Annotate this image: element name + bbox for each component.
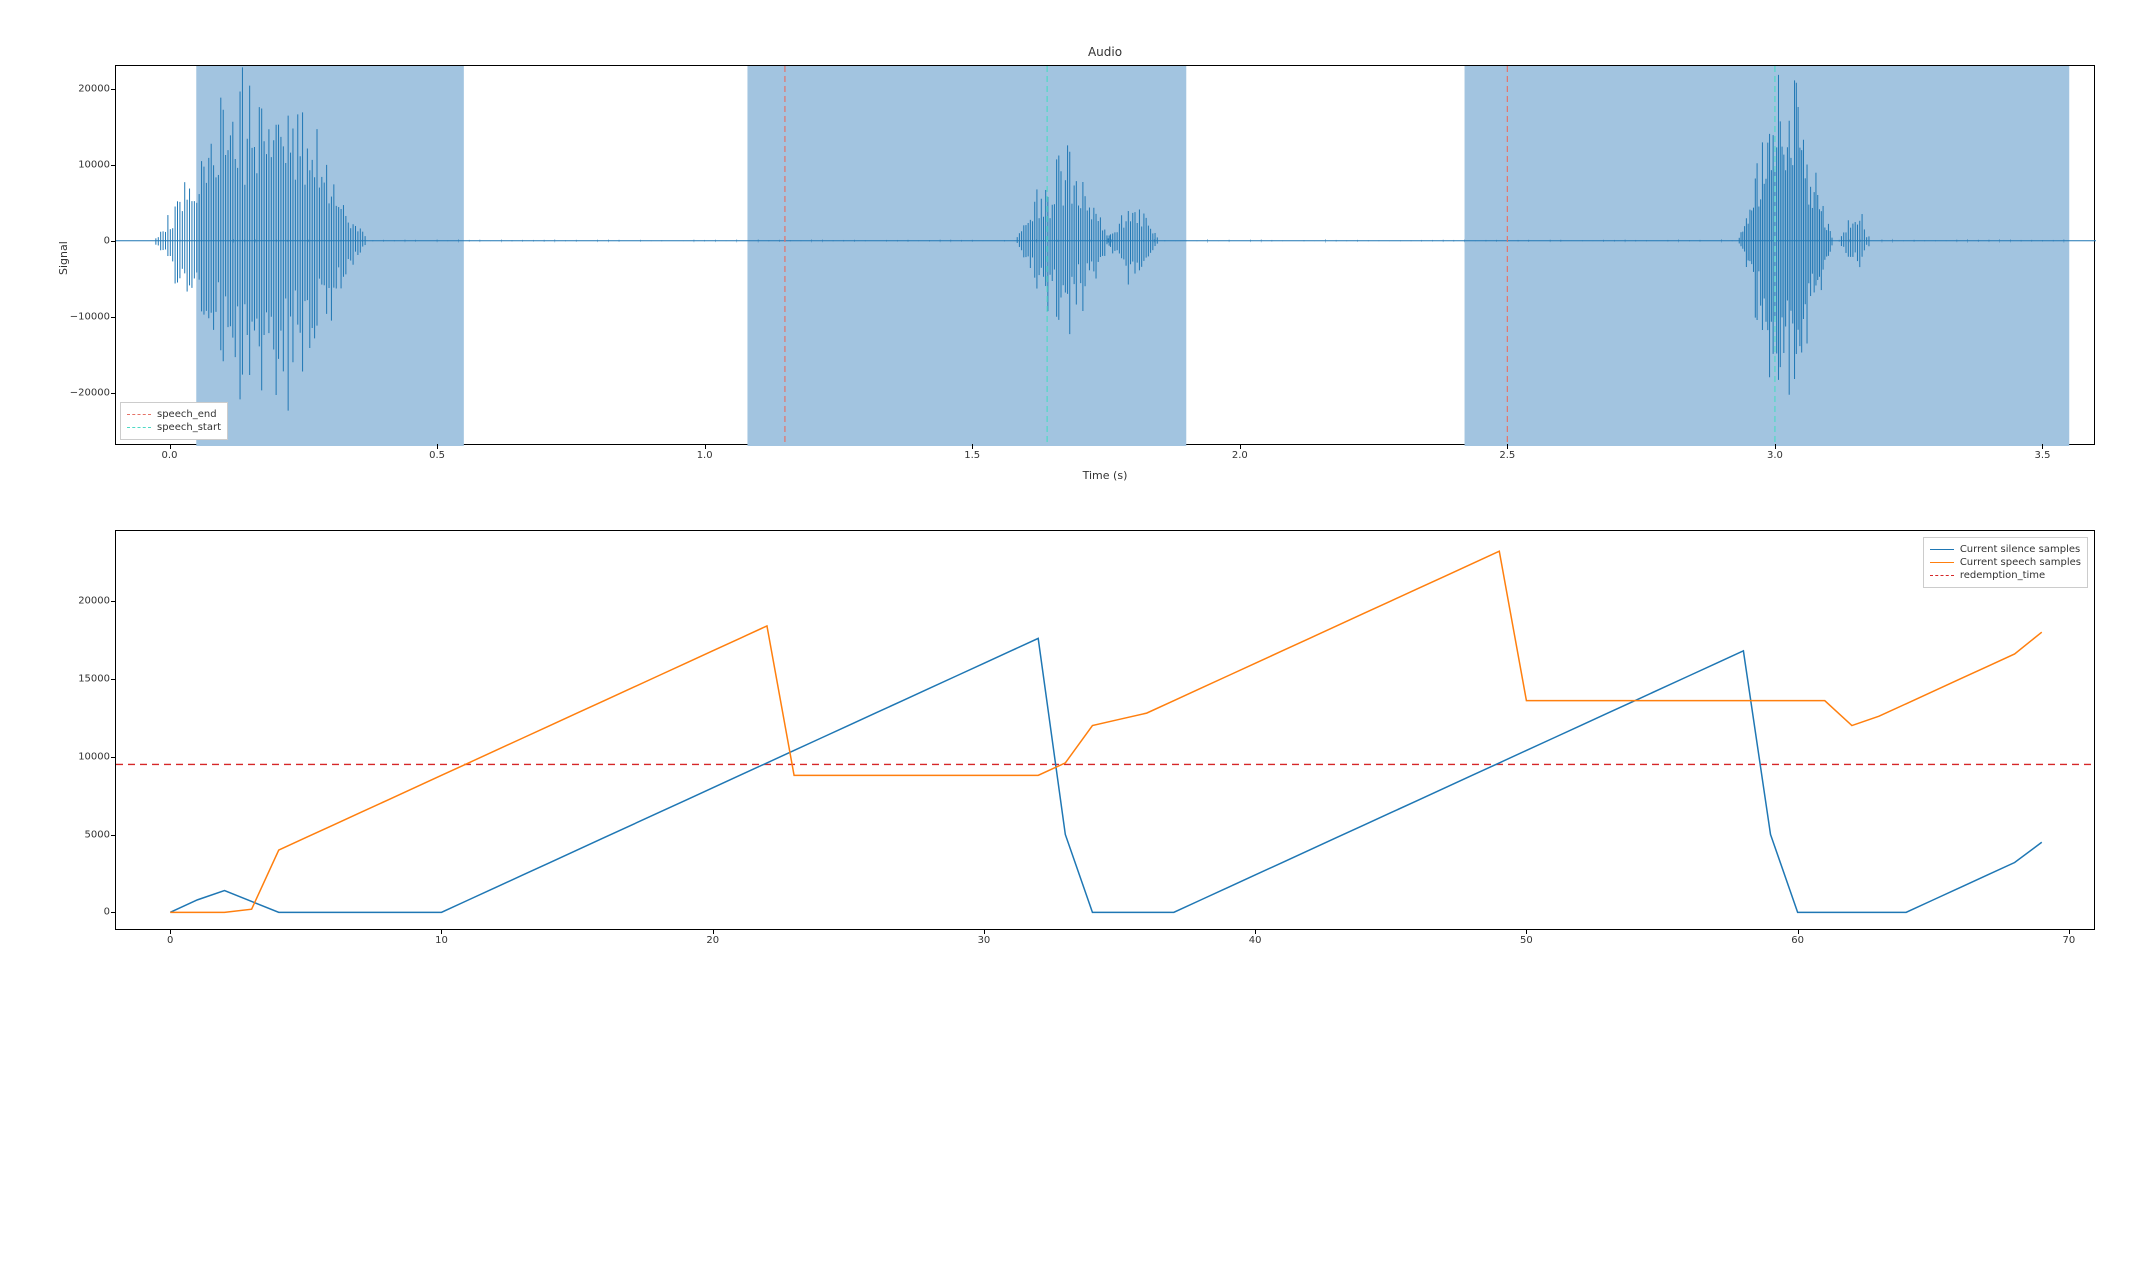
bottom-ytick: 0 <box>104 907 110 918</box>
top-xtick: 3.0 <box>1767 450 1783 461</box>
bottom-legend: Current silence samples Current speech sa… <box>1923 537 2088 588</box>
bottom-xtick: 40 <box>1249 935 1262 946</box>
top-xtick: 2.5 <box>1499 450 1515 461</box>
top-ytick: 10000 <box>78 159 110 170</box>
top-chart-title: Audio <box>115 45 2095 59</box>
top-ytick: −10000 <box>70 311 110 322</box>
legend-item: redemption_time <box>1930 570 2081 581</box>
figure: Audio Signal speech_end speech_start 0.0 0… <box>20 20 2123 1256</box>
bottom-svg <box>116 531 2096 931</box>
top-xtick: 2.0 <box>1232 450 1248 461</box>
top-svg <box>116 66 2096 446</box>
bottom-ytick: 5000 <box>85 829 110 840</box>
samples-line-chart: Current silence samples Current speech sa… <box>115 530 2095 930</box>
bottom-ytick: 20000 <box>78 596 110 607</box>
top-ylabel: Signal <box>57 241 70 275</box>
bottom-xtick: 70 <box>2063 935 2076 946</box>
top-xtick: 0.5 <box>429 450 445 461</box>
audio-waveform-chart: speech_endspeech_start 0.00.51.01.52.02.… <box>115 65 2095 445</box>
legend-item: speech_start <box>127 422 221 433</box>
bottom-ytick: 15000 <box>78 673 110 684</box>
legend-item: speech_end <box>127 409 221 420</box>
legend-item: Current speech samples <box>1930 557 2081 568</box>
bottom-xtick: 60 <box>1791 935 1804 946</box>
top-ytick: −20000 <box>70 387 110 398</box>
bottom-xtick: 30 <box>978 935 991 946</box>
top-xtick: 3.5 <box>2035 450 2051 461</box>
legend-item: Current silence samples <box>1930 544 2081 555</box>
top-xtick: 0.0 <box>162 450 178 461</box>
bottom-ytick: 10000 <box>78 751 110 762</box>
bottom-xtick: 20 <box>706 935 719 946</box>
bottom-xtick: 10 <box>435 935 448 946</box>
bottom-xtick: 0 <box>167 935 173 946</box>
top-legend: speech_end speech_start <box>120 402 228 440</box>
top-xtick: 1.0 <box>697 450 713 461</box>
top-ytick: 20000 <box>78 83 110 94</box>
top-xtick: 1.5 <box>964 450 980 461</box>
bottom-xtick: 50 <box>1520 935 1533 946</box>
top-xlabel: Time (s) <box>115 469 2095 482</box>
top-ytick: 0 <box>104 235 110 246</box>
